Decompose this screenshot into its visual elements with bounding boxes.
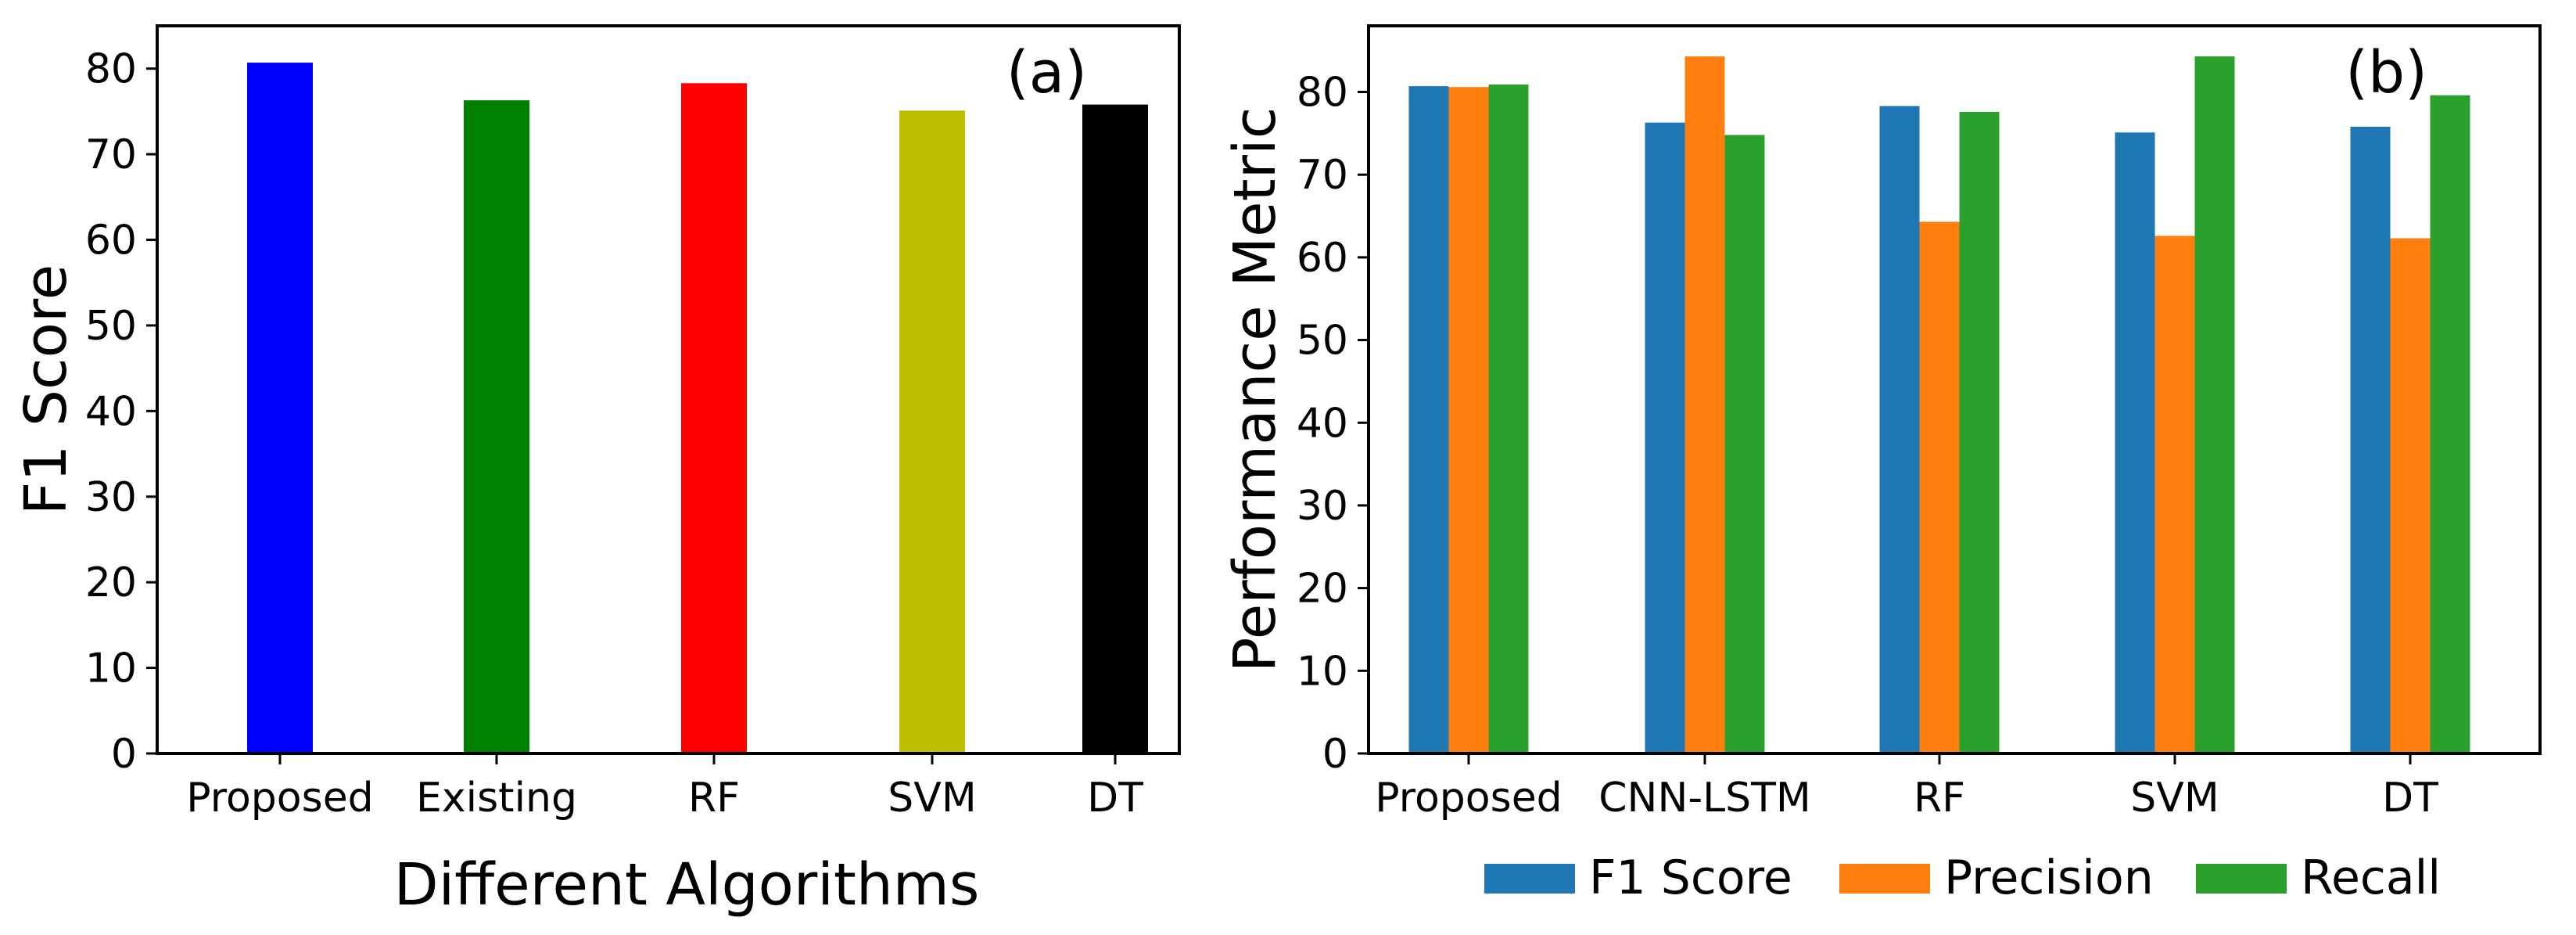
bar-dt-recall bbox=[2430, 95, 2470, 754]
legend-label-f1-score: F1 Score bbox=[1589, 850, 1792, 905]
x-tick-label: Proposed bbox=[1375, 775, 1562, 822]
bar-svm-recall bbox=[2194, 56, 2235, 753]
bar-rf-precision bbox=[1919, 221, 1960, 753]
panel-b-y-axis-title: Performance Metric bbox=[1222, 107, 1289, 673]
bar-cnn-lstm-recall bbox=[1724, 135, 1765, 753]
x-tick-label: CNN-LSTM bbox=[1598, 775, 1810, 822]
bar-rf bbox=[681, 83, 747, 753]
bar-dt-precision bbox=[2390, 238, 2431, 753]
y-tick-label: 20 bbox=[85, 559, 137, 606]
panel-a-chart: 0 10 20 30 40 50 60 70 80 Proposed Existing RF SVM D… bbox=[13, 24, 1181, 919]
y-tick-label: 40 bbox=[1297, 400, 1348, 447]
bar-rf-f1-score bbox=[1879, 106, 1920, 754]
y-tick-label: 50 bbox=[85, 303, 137, 350]
y-tick-label: 20 bbox=[1297, 566, 1348, 613]
panel-a-x-axis-title: Different Algorithms bbox=[394, 851, 980, 919]
x-tick-label: DT bbox=[2382, 775, 2438, 822]
panel-b-legend: F1 Score Precision Recall bbox=[1484, 850, 2441, 905]
y-tick-label: 0 bbox=[1322, 731, 1348, 778]
panel-b-y-axis: 0 10 20 30 40 50 60 70 80 bbox=[1297, 70, 1369, 778]
y-tick-label: 40 bbox=[85, 388, 137, 435]
legend-swatch-recall bbox=[2196, 864, 2287, 894]
y-tick-label: 70 bbox=[85, 131, 137, 178]
x-tick-label: DT bbox=[1087, 775, 1143, 822]
y-tick-label: 80 bbox=[1297, 70, 1348, 117]
panel-a-y-axis-title: F1 Score bbox=[13, 264, 80, 515]
bar-svm bbox=[899, 110, 965, 754]
panel-a-label: (a) bbox=[1006, 39, 1087, 106]
bar-svm-f1-score bbox=[2115, 132, 2155, 754]
panel-b-bars bbox=[1408, 56, 2470, 754]
panel-a-bars bbox=[247, 63, 1148, 754]
legend-swatch-precision bbox=[1839, 864, 1930, 894]
panel-a-y-axis: 0 10 20 30 40 50 60 70 80 bbox=[85, 46, 157, 778]
panel-b-label: (b) bbox=[2345, 39, 2427, 106]
x-tick-label: SVM bbox=[2130, 775, 2219, 822]
legend-swatch-f1-score bbox=[1484, 864, 1575, 894]
x-tick-label: Existing bbox=[416, 775, 577, 822]
bar-existing bbox=[464, 100, 529, 753]
y-tick-label: 60 bbox=[85, 218, 137, 264]
y-tick-label: 30 bbox=[1297, 483, 1348, 530]
y-tick-label: 30 bbox=[85, 474, 137, 521]
bar-cnn-lstm-f1-score bbox=[1645, 122, 1685, 754]
x-tick-label: RF bbox=[688, 775, 740, 822]
panel-a-x-axis: Proposed Existing RF SVM DT bbox=[186, 753, 1143, 822]
y-tick-label: 80 bbox=[85, 46, 137, 93]
legend-label-recall: Recall bbox=[2301, 850, 2441, 905]
x-tick-label: Proposed bbox=[186, 775, 373, 822]
y-tick-label: 10 bbox=[85, 646, 137, 692]
bar-proposed-recall bbox=[1488, 85, 1529, 754]
y-tick-label: 70 bbox=[1297, 152, 1348, 199]
x-tick-label: RF bbox=[1914, 775, 1965, 822]
y-tick-label: 60 bbox=[1297, 235, 1348, 282]
bar-proposed bbox=[247, 63, 313, 753]
bar-dt bbox=[1082, 104, 1148, 754]
bar-cnn-lstm-precision bbox=[1684, 56, 1725, 753]
y-tick-label: 0 bbox=[111, 731, 137, 778]
panel-b-chart: 0 10 20 30 40 50 60 70 80 Proposed CNN-LSTM RF SVM D… bbox=[1222, 24, 2542, 905]
bar-proposed-f1-score bbox=[1408, 86, 1449, 754]
legend-label-precision: Precision bbox=[1944, 850, 2154, 905]
bar-dt-f1-score bbox=[2350, 126, 2391, 753]
panel-b-x-axis: Proposed CNN-LSTM RF SVM DT bbox=[1375, 753, 2438, 822]
panel-b-frame bbox=[1367, 24, 2542, 755]
y-tick-label: 10 bbox=[1297, 648, 1348, 695]
bar-rf-recall bbox=[1959, 111, 2000, 754]
bar-svm-precision bbox=[2154, 236, 2195, 753]
y-tick-label: 50 bbox=[1297, 318, 1348, 365]
x-tick-label: SVM bbox=[888, 775, 976, 822]
panel-a-frame bbox=[156, 24, 1181, 755]
bar-proposed-precision bbox=[1448, 87, 1489, 754]
